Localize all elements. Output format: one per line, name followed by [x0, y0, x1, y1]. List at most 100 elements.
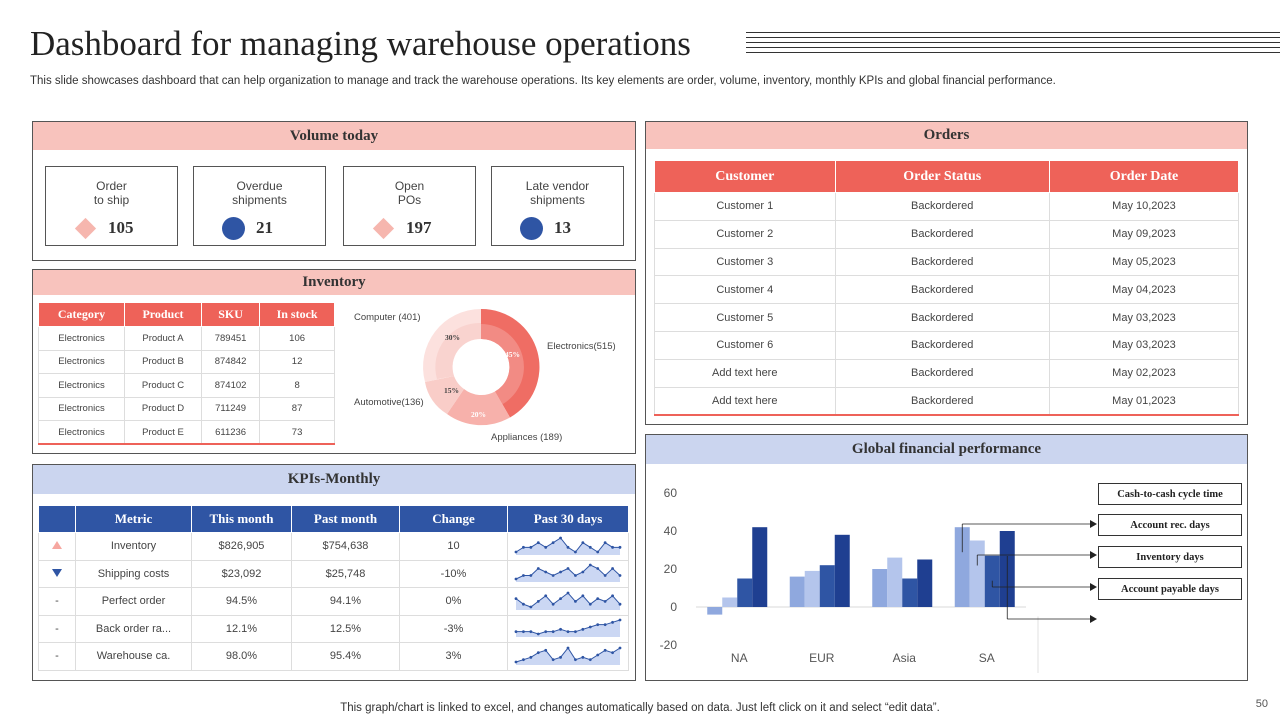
y-tick-label: 40: [664, 524, 678, 538]
sparkline-point: [514, 630, 518, 634]
sparkline: [514, 618, 622, 638]
bar-na-3[interactable]: [752, 527, 768, 607]
sparkline-point: [551, 658, 555, 661]
sparkline-point: [618, 574, 622, 578]
inventory-header[interactable]: In stock: [259, 302, 335, 327]
inventory-header[interactable]: Category: [37, 302, 126, 327]
bar-eur-0[interactable]: [789, 576, 805, 607]
orders-header[interactable]: Customer: [654, 160, 836, 193]
volume-value: 21: [256, 218, 273, 237]
bar-na-1[interactable]: [722, 597, 738, 608]
bar-na-2[interactable]: [737, 578, 753, 608]
sparkline: [514, 536, 622, 555]
sparkline-point: [618, 545, 622, 549]
sparkline-point: [522, 630, 525, 634]
bar-asia-1[interactable]: [887, 557, 903, 607]
bar-eur-1[interactable]: [804, 570, 820, 607]
sparkline-point: [574, 574, 577, 578]
sparkline-point: [574, 550, 577, 554]
orders-table: Customer Order Status Order Date Custome…: [654, 160, 1240, 416]
bar-eur-2[interactable]: [819, 565, 835, 607]
inventory-header[interactable]: Product: [124, 302, 202, 327]
kpi-header: [38, 505, 76, 533]
diamond-icon: [372, 217, 395, 240]
kpi-header[interactable]: Metric: [75, 505, 192, 533]
volume-panel: Volume today Order to ship 105 Overdue shi…: [32, 121, 636, 261]
sparkline-area: [516, 647, 620, 665]
kpi-header[interactable]: Change: [399, 505, 508, 533]
sparkline-point: [596, 550, 600, 554]
bar-sa-1[interactable]: [969, 540, 985, 608]
trend-up-icon: [52, 541, 62, 550]
x-tick-label: EUR: [809, 651, 835, 665]
trend-neutral-icon: -: [55, 650, 59, 663]
sparkline-point: [611, 567, 614, 571]
x-tick-label: SA: [979, 651, 995, 665]
sparkline-area: [516, 592, 620, 610]
sparkline-point: [581, 628, 585, 631]
donut-pct-automotive: 15%: [444, 386, 459, 395]
bar-sa-0[interactable]: [954, 527, 970, 607]
sparkline-point: [588, 545, 592, 549]
sparkline-point: [522, 602, 525, 606]
sparkline-point: [596, 596, 600, 600]
table-row: Electronics Product C 874102 8: [37, 373, 335, 398]
orders-header[interactable]: Order Status: [834, 160, 1050, 193]
sparkline-point: [529, 630, 533, 634]
sparkline-point: [529, 545, 533, 549]
donut-slice-automotive: [425, 376, 464, 414]
callout-arrow-0: [1090, 520, 1097, 528]
sparkline-point: [588, 658, 592, 661]
sparkline-point: [588, 602, 592, 606]
sparkline-point: [611, 594, 614, 597]
x-tick-label: Asia: [893, 651, 917, 665]
donut-pct-computer: 30%: [445, 333, 460, 342]
sparkline-point: [618, 602, 622, 606]
table-row: Customer 1 Backordered May 10,2023: [654, 192, 1240, 221]
y-tick-label: 0: [670, 600, 677, 614]
financial-bar-chart: 60 40 20 0 -20 NA EUR Asia SA: [660, 486, 1097, 673]
sparkline-point: [529, 605, 533, 609]
title-decor-lines: [746, 32, 1280, 58]
kpi-header[interactable]: This month: [191, 505, 292, 533]
sparkline-point: [618, 646, 622, 650]
orders-header[interactable]: Order Date: [1048, 160, 1240, 193]
kpi-header[interactable]: Past month: [291, 505, 400, 533]
trend-neutral-icon: -: [55, 622, 59, 635]
sparkline-point: [551, 574, 555, 578]
volume-card-late-vendor[interactable]: Late vendor shipments 13: [491, 166, 624, 246]
inventory-title: Inventory: [33, 270, 635, 295]
legend-inventory-days: Inventory days: [1098, 546, 1242, 568]
bar-asia-0[interactable]: [872, 569, 888, 607]
sparkline-point: [618, 618, 622, 622]
sparkline-point: [551, 630, 555, 634]
sparkline-point: [544, 570, 548, 574]
bar-asia-2[interactable]: [902, 578, 918, 608]
table-row: Shipping costs $23,092 $25,748 -10%: [38, 559, 629, 588]
sparkline-point: [544, 630, 548, 634]
volume-card-order-to-ship[interactable]: Order to ship 105: [45, 166, 178, 246]
inventory-header[interactable]: SKU: [200, 302, 261, 327]
kpis-title: KPIs-Monthly: [33, 465, 635, 494]
callout-arrow-2: [1090, 583, 1097, 591]
table-row: Electronics Product A 789451 106: [37, 326, 335, 351]
volume-card-open-pos[interactable]: Open POs 197: [343, 166, 476, 246]
y-tick-label: 60: [664, 486, 678, 500]
sparkline-point: [522, 545, 525, 549]
sparkline-point: [596, 623, 600, 627]
bar-na-0[interactable]: [707, 607, 723, 615]
sparkline: [514, 563, 622, 583]
circle-icon: [520, 217, 543, 240]
legend-cash-to-cash: Cash-to-cash cycle time: [1098, 483, 1242, 505]
sparkline-point: [581, 655, 585, 659]
sparkline-point: [559, 628, 562, 631]
donut-label-appliances: Appliances (189): [491, 432, 563, 443]
sparkline-point: [536, 567, 540, 571]
kpis-table: Metric This month Past month Change Past…: [38, 505, 629, 671]
callout-arrow-1: [1090, 551, 1097, 559]
volume-card-overdue-shipments[interactable]: Overdue shipments 21: [193, 166, 326, 246]
bar-eur-3[interactable]: [834, 534, 850, 607]
bar-asia-3[interactable]: [917, 559, 933, 608]
kpi-header[interactable]: Past 30 days: [507, 505, 629, 533]
sparkline-point: [588, 563, 592, 567]
